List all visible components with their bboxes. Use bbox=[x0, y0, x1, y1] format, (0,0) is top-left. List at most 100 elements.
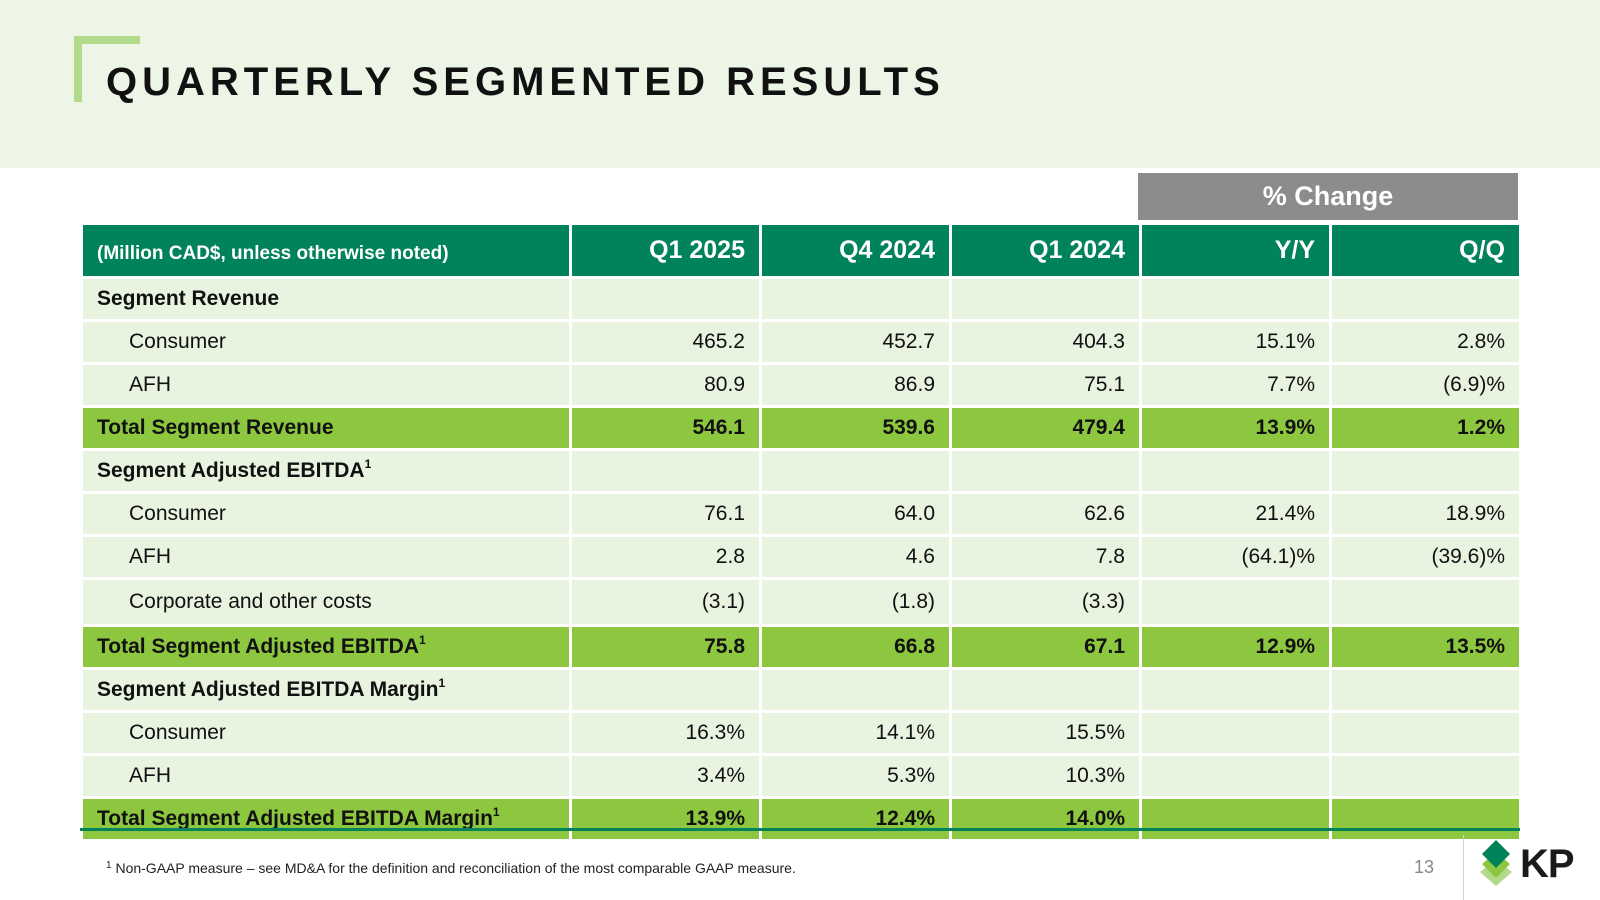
header-yy: Y/Y bbox=[1142, 225, 1329, 276]
row-label-text: Segment Revenue bbox=[97, 287, 280, 310]
cell-q4-2024: 86.9 bbox=[762, 365, 949, 405]
cell-q1-2025: 546.1 bbox=[572, 408, 759, 448]
row-label-text: Total Segment Revenue bbox=[97, 416, 334, 439]
footnote-reference: 1 bbox=[364, 457, 372, 471]
cell-yy bbox=[1142, 756, 1329, 796]
cell-q1-2025: 13.9% bbox=[572, 799, 759, 839]
cell-q1-2024: 75.1 bbox=[952, 365, 1139, 405]
cell-q1-2024: 479.4 bbox=[952, 408, 1139, 448]
slide-title: QUARTERLY SEGMENTED RESULTS bbox=[106, 60, 945, 104]
cell-yy bbox=[1142, 451, 1329, 491]
cell-q4-2024: (1.8) bbox=[762, 580, 949, 624]
row-label-text: AFH bbox=[129, 373, 171, 396]
page-number: 13 bbox=[1414, 857, 1435, 877]
cell-qq: 18.9% bbox=[1332, 494, 1519, 534]
cell-q4-2024: 12.4% bbox=[762, 799, 949, 839]
cell-q4-2024 bbox=[762, 670, 949, 710]
cell-q1-2025: 3.4% bbox=[572, 756, 759, 796]
kp-logo: KP bbox=[1478, 838, 1588, 896]
table-row: Total Segment Adjusted EBITDA Margin1 13.… bbox=[83, 799, 1519, 839]
row-label: Consumer bbox=[83, 322, 569, 362]
row-label: AFH bbox=[83, 756, 569, 796]
cell-q4-2024: 452.7 bbox=[762, 322, 949, 362]
row-label-text: Total Segment Adjusted EBITDA Margin bbox=[97, 807, 493, 830]
cell-q1-2024: 62.6 bbox=[952, 494, 1139, 534]
table-row: AFH 80.9 86.9 75.1 7.7% (6.9)% bbox=[83, 365, 1519, 405]
cell-qq bbox=[1332, 451, 1519, 491]
row-label: Total Segment Revenue bbox=[83, 408, 569, 448]
bracket-vertical bbox=[74, 36, 82, 102]
cell-q4-2024: 539.6 bbox=[762, 408, 949, 448]
cell-yy: 21.4% bbox=[1142, 494, 1329, 534]
cell-q1-2024: 67.1 bbox=[952, 627, 1139, 667]
cell-q1-2025: 76.1 bbox=[572, 494, 759, 534]
row-label-text: Consumer bbox=[129, 721, 226, 744]
cell-q1-2025: 80.9 bbox=[572, 365, 759, 405]
cell-yy: (64.1)% bbox=[1142, 537, 1329, 577]
cell-yy: 12.9% bbox=[1142, 627, 1329, 667]
row-label: AFH bbox=[83, 365, 569, 405]
cell-q1-2025: 2.8 bbox=[572, 537, 759, 577]
cell-q1-2024: (3.3) bbox=[952, 580, 1139, 624]
cell-q4-2024 bbox=[762, 279, 949, 319]
row-label: Segment Adjusted EBITDA1 bbox=[83, 451, 569, 491]
kp-leaf-icon bbox=[1480, 840, 1512, 886]
cell-q1-2025 bbox=[572, 451, 759, 491]
row-label-text: Segment Adjusted EBITDA Margin bbox=[97, 678, 439, 701]
header-units: (Million CAD$, unless otherwise noted) bbox=[83, 225, 569, 276]
cell-yy: 13.9% bbox=[1142, 408, 1329, 448]
row-label: AFH bbox=[83, 537, 569, 577]
table-row: Total Segment Adjusted EBITDA1 75.8 66.8 67… bbox=[83, 627, 1519, 667]
footnote-text: Non-GAAP measure – see MD&A for the defi… bbox=[115, 860, 796, 876]
cell-qq: (6.9)% bbox=[1332, 365, 1519, 405]
cell-yy: 15.1% bbox=[1142, 322, 1329, 362]
bracket-horizontal bbox=[74, 36, 140, 44]
header-qq: Q/Q bbox=[1332, 225, 1519, 276]
segmented-results-table: (Million CAD$, unless otherwise noted) Q… bbox=[80, 222, 1522, 842]
table-row: Consumer 16.3% 14.1% 15.5% bbox=[83, 713, 1519, 753]
cell-yy bbox=[1142, 799, 1329, 839]
cell-q1-2025: (3.1) bbox=[572, 580, 759, 624]
cell-qq: (39.6)% bbox=[1332, 537, 1519, 577]
footnote: 1 Non-GAAP measure – see MD&A for the de… bbox=[106, 860, 796, 876]
row-label-text: Total Segment Adjusted EBITDA bbox=[97, 635, 420, 658]
cell-q1-2024: 404.3 bbox=[952, 322, 1139, 362]
cell-yy bbox=[1142, 279, 1329, 319]
cell-q1-2024 bbox=[952, 451, 1139, 491]
header-q1-2025: Q1 2025 bbox=[572, 225, 759, 276]
table-row: AFH 3.4% 5.3% 10.3% bbox=[83, 756, 1519, 796]
cell-q1-2024: 15.5% bbox=[952, 713, 1139, 753]
table-row: Consumer 76.1 64.0 62.6 21.4% 18.9% bbox=[83, 494, 1519, 534]
cell-q4-2024: 14.1% bbox=[762, 713, 949, 753]
table-bottom-rule bbox=[80, 828, 1520, 831]
cell-qq bbox=[1332, 670, 1519, 710]
cell-qq bbox=[1332, 279, 1519, 319]
table-header-row: (Million CAD$, unless otherwise noted) Q… bbox=[83, 225, 1519, 276]
cell-q1-2025 bbox=[572, 279, 759, 319]
cell-qq bbox=[1332, 580, 1519, 624]
logo-text: KP bbox=[1520, 842, 1575, 886]
cell-qq: 2.8% bbox=[1332, 322, 1519, 362]
row-label: Corporate and other costs bbox=[83, 580, 569, 624]
cell-q1-2024 bbox=[952, 279, 1139, 319]
cell-q4-2024: 5.3% bbox=[762, 756, 949, 796]
pct-change-header: % Change bbox=[1138, 173, 1518, 220]
footnote-reference: 1 bbox=[492, 805, 500, 819]
table-row: Consumer 465.2 452.7 404.3 15.1% 2.8% bbox=[83, 322, 1519, 362]
row-label-text: Segment Adjusted EBITDA bbox=[97, 459, 365, 482]
row-label-text: AFH bbox=[129, 764, 171, 787]
header-q4-2024: Q4 2024 bbox=[762, 225, 949, 276]
table-row: Segment Revenue bbox=[83, 279, 1519, 319]
row-label-text: Consumer bbox=[129, 330, 226, 353]
row-label: Consumer bbox=[83, 494, 569, 534]
row-label-text: Consumer bbox=[129, 502, 226, 525]
cell-q1-2024: 14.0% bbox=[952, 799, 1139, 839]
logo-divider bbox=[1463, 835, 1464, 900]
footnote-marker: 1 bbox=[106, 860, 112, 871]
cell-qq bbox=[1332, 756, 1519, 796]
cell-qq bbox=[1332, 713, 1519, 753]
table-row: AFH 2.8 4.6 7.8 (64.1)% (39.6)% bbox=[83, 537, 1519, 577]
title-bracket-decoration bbox=[74, 36, 140, 102]
cell-q4-2024 bbox=[762, 451, 949, 491]
